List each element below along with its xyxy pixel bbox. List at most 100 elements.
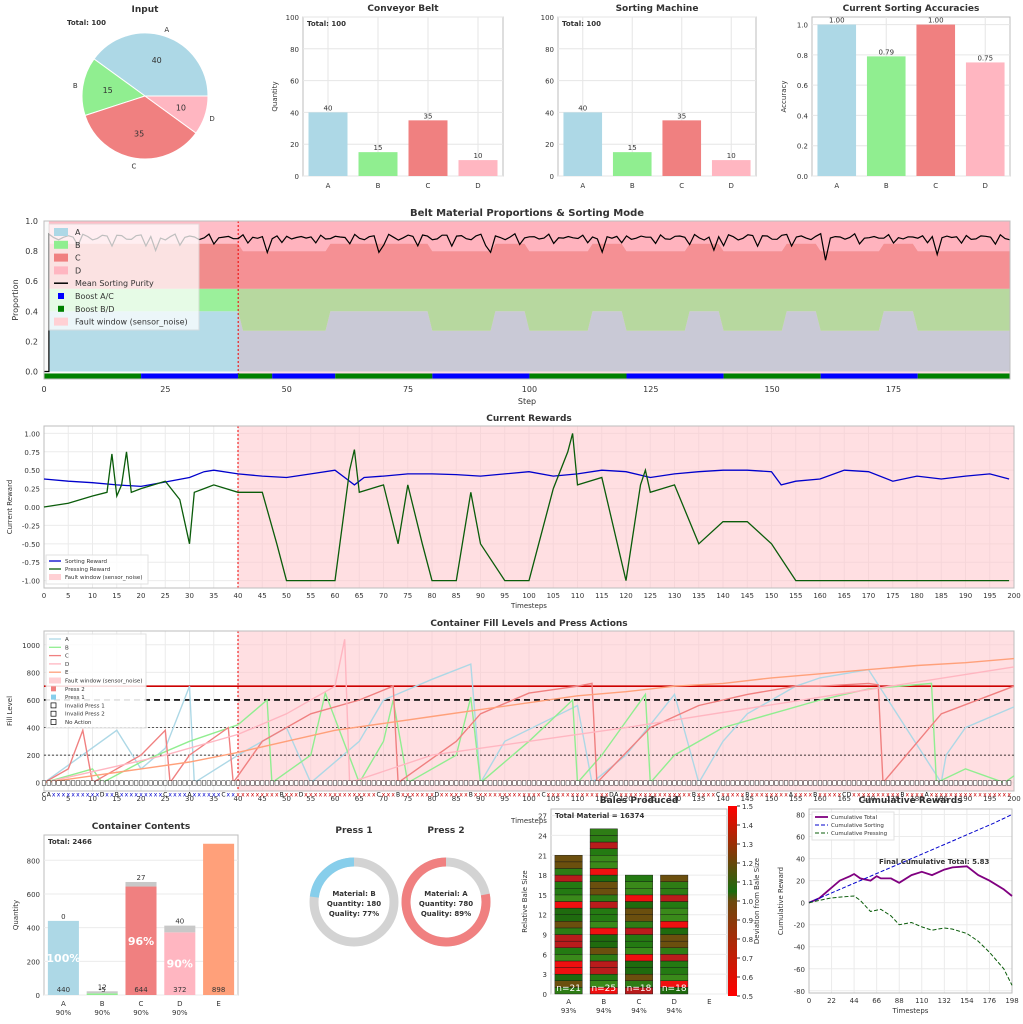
legend-box bbox=[45, 633, 147, 729]
x-axis-label: Timesteps bbox=[510, 817, 547, 825]
action-symbol: x bbox=[324, 792, 328, 799]
bale-segment bbox=[625, 914, 653, 922]
x-tick-label: 35 bbox=[209, 795, 218, 803]
x-tick-label: 0 bbox=[807, 997, 811, 1005]
action-marker bbox=[478, 780, 483, 786]
colorbar: 0.5 0.6 0.7 0.8 0.9 1.0 1.1 1.2 1.3 1.4 1.5 Deviati… bbox=[728, 803, 761, 1001]
action-marker bbox=[531, 780, 536, 786]
action-symbol: x bbox=[828, 792, 832, 799]
x-tick-label: A bbox=[566, 998, 571, 1006]
action-symbol: x bbox=[959, 792, 963, 799]
action-marker bbox=[468, 780, 473, 786]
action-marker bbox=[808, 780, 813, 786]
press-material: Material: A bbox=[424, 890, 468, 898]
action-marker bbox=[109, 780, 114, 786]
action-symbol: x bbox=[668, 792, 672, 799]
action-marker bbox=[105, 780, 110, 786]
action-marker bbox=[226, 780, 231, 786]
y-tick-label: -1.00 bbox=[22, 578, 40, 586]
legend-swatch bbox=[58, 305, 64, 312]
x-tick-label: 120 bbox=[619, 795, 632, 803]
action-marker bbox=[473, 780, 478, 786]
legend-label: B bbox=[65, 645, 69, 651]
x-tick-label: 115 bbox=[595, 592, 608, 600]
action-symbol: x bbox=[794, 792, 798, 799]
action-marker bbox=[420, 780, 425, 786]
x-tick-label: 140 bbox=[716, 795, 729, 803]
action-marker bbox=[143, 780, 148, 786]
action-symbol: x bbox=[876, 792, 880, 799]
y-tick-label: 1.0 bbox=[25, 217, 38, 226]
action-marker bbox=[784, 780, 789, 786]
action-marker bbox=[827, 780, 832, 786]
action-marker bbox=[851, 780, 857, 786]
mode-segment-bd bbox=[723, 373, 821, 380]
area-A bbox=[48, 311, 1010, 372]
y-tick-label: 1.00 bbox=[24, 430, 40, 438]
legend: Sorting Reward Pressing Reward Fault windo… bbox=[45, 554, 149, 585]
x-tick-label: 154 bbox=[960, 997, 974, 1005]
total-label: Total: 100 bbox=[307, 20, 346, 28]
bale-segment bbox=[589, 973, 618, 981]
action-marker bbox=[400, 780, 405, 786]
action-marker bbox=[265, 780, 270, 786]
legend-label: Fault window (sensor_noise) bbox=[65, 575, 142, 581]
legend: Cumulative Total Cumulative Sorting Cumula… bbox=[811, 811, 895, 841]
series-line-sorting bbox=[43, 469, 1010, 488]
action-symbol: x bbox=[66, 792, 70, 799]
x-tick-label: 80 bbox=[428, 592, 437, 600]
action-symbol: x bbox=[319, 792, 323, 799]
legend-label: A bbox=[75, 228, 81, 237]
press-gauge-1: Press 1 Material: B Quantity: 180 Quality: … bbox=[309, 826, 399, 947]
action-symbol: x bbox=[76, 792, 80, 799]
bale-segment bbox=[589, 914, 618, 922]
x-tick-sublabel: 93% bbox=[561, 1007, 577, 1015]
bale-segment bbox=[625, 894, 653, 902]
legend-label: Press 2 bbox=[65, 687, 85, 693]
action-marker bbox=[231, 780, 236, 786]
input-pie-chart: Input Total: 100 40 A 15 B 35 C 10 D bbox=[67, 5, 215, 171]
action-symbol: x bbox=[818, 792, 822, 799]
action-marker bbox=[522, 780, 527, 786]
action-marker bbox=[696, 780, 701, 786]
x-tick-label: B bbox=[100, 1000, 105, 1008]
action-marker bbox=[318, 780, 323, 786]
bale-segment bbox=[589, 841, 618, 849]
action-marker bbox=[245, 780, 250, 786]
action-marker bbox=[235, 780, 241, 786]
y-axis-label: Quantity bbox=[271, 81, 279, 111]
x-tick-label: 175 bbox=[886, 592, 899, 600]
action-symbol: x bbox=[886, 792, 890, 799]
conveyor-belt-chart: Conveyor Belt 0 20 40 60 80 100 Total: 100 Quant… bbox=[271, 4, 504, 190]
x-tick-label: 105 bbox=[547, 795, 560, 803]
action-marker bbox=[507, 780, 512, 786]
action-marker bbox=[172, 780, 177, 786]
bar-B bbox=[358, 152, 398, 176]
action-symbol: x bbox=[120, 792, 124, 799]
bar-B bbox=[866, 56, 906, 176]
purity-line bbox=[44, 232, 1011, 373]
action-symbol: x bbox=[988, 792, 992, 799]
bales-produced-chart: Bales Produced 0 3 6 9 12 15 18 21 24 27 Total Mate… bbox=[521, 796, 761, 1015]
y-tick-label: 1.0 bbox=[797, 22, 808, 30]
fault-window bbox=[238, 221, 1011, 379]
action-symbol: x bbox=[479, 792, 483, 799]
bar-top-label: 12 bbox=[98, 983, 107, 991]
action-symbol: A bbox=[789, 792, 794, 799]
x-tick-label: 65 bbox=[355, 592, 364, 600]
x-tick-label: 22 bbox=[827, 997, 836, 1005]
action-marker bbox=[944, 780, 949, 786]
bar-bottom-label: 440 bbox=[57, 986, 70, 994]
action-symbol: B bbox=[469, 792, 473, 799]
legend-swatch bbox=[58, 293, 64, 299]
action-marker bbox=[570, 780, 575, 786]
action-symbol: x bbox=[474, 792, 478, 799]
action-marker bbox=[682, 780, 687, 786]
y-tick-label: -20 bbox=[794, 922, 805, 930]
legend-label: C bbox=[65, 654, 69, 660]
action-symbol: x bbox=[91, 792, 95, 799]
action-marker bbox=[114, 780, 119, 786]
action-marker bbox=[95, 780, 100, 786]
bar-A bbox=[308, 112, 348, 176]
series-line-pressing bbox=[43, 433, 1010, 582]
